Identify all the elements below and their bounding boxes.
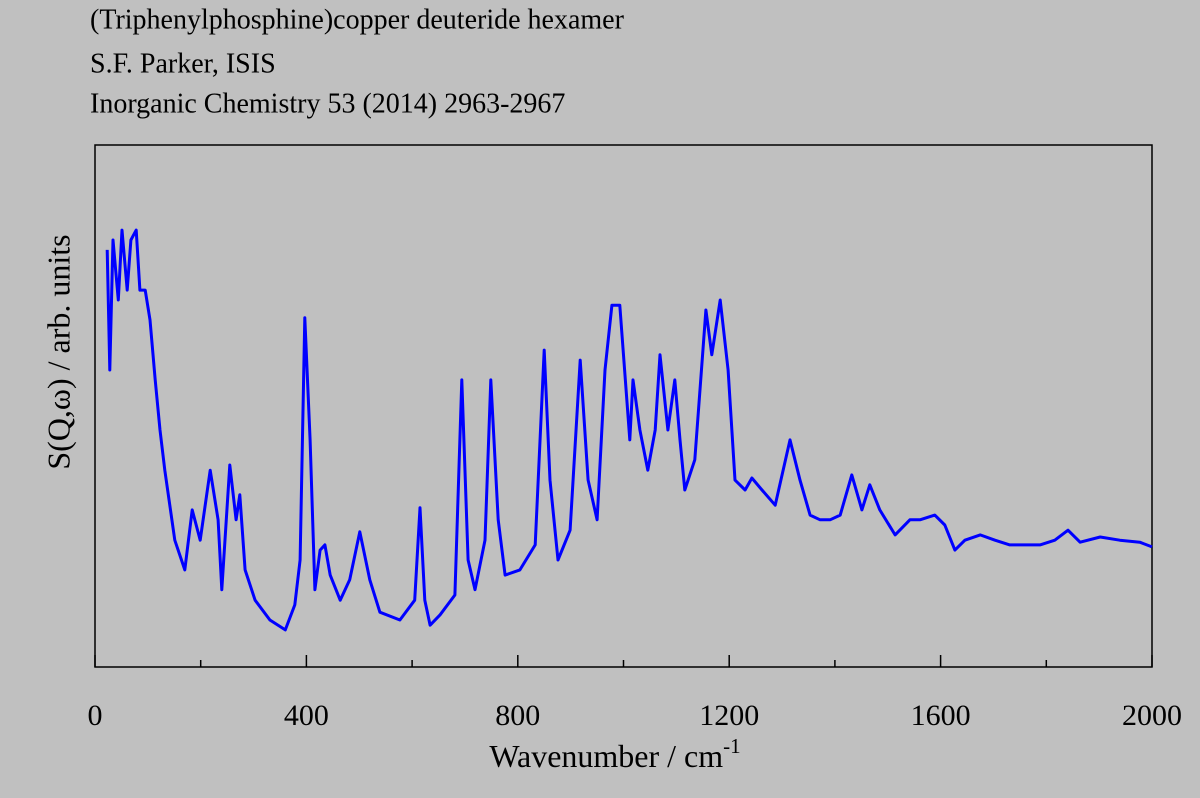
- spectrum-line: [105, 228, 1153, 632]
- x-tick-label: 1600: [911, 699, 971, 732]
- x-axis-label-text: Wavenumber / cm: [489, 738, 723, 774]
- title-line: S.F. Parker, ISIS: [90, 48, 276, 79]
- x-tick-label: 1200: [699, 699, 759, 732]
- title-line: (Triphenylphosphine)copper deuteride hex…: [90, 4, 625, 35]
- x-tick-label: 2000: [1122, 699, 1182, 732]
- x-tick-label: 800: [495, 699, 540, 732]
- x-tick-label: 0: [88, 699, 103, 732]
- x-axis-label-superscript: -1: [723, 734, 741, 758]
- x-tick-label: 400: [284, 699, 329, 732]
- title-line: Inorganic Chemistry 53 (2014) 2963-2967: [90, 88, 565, 119]
- y-axis-label: S(Q,ω) / arb. units: [40, 234, 76, 469]
- x-axis-label: Wavenumber / cm-1: [489, 734, 740, 775]
